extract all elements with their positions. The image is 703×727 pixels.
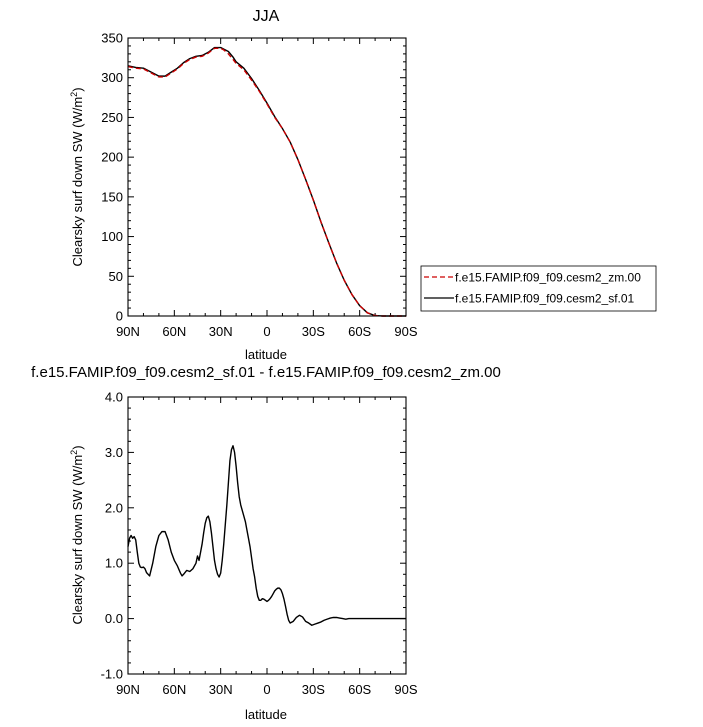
panel2-x-tick-label: 90N <box>116 682 140 697</box>
panel1-y-tick-label: 0 <box>116 309 123 324</box>
panel2-y-axis-label-main: Clearsky surf down SW (W/m <box>70 455 85 625</box>
panel1-y-tick-label: 200 <box>101 150 123 165</box>
panel2-y-axis-label: Clearsky surf down SW (W/m2) <box>69 445 85 624</box>
panel1-y-tick-label: 350 <box>101 31 123 46</box>
panel2-x-tick-label: 60S <box>348 682 371 697</box>
panel2-x-tick-label: 30S <box>302 682 325 697</box>
panel1-plot-area <box>127 37 407 317</box>
panel1-x-axis-label: latitude <box>245 347 287 362</box>
panel2-title: f.e15.FAMIP.f09_f09.cesm2_sf.01 - f.e15.… <box>31 364 501 381</box>
panel2-x-tick-label: 30N <box>209 682 233 697</box>
panel2-y-tick-label: 3.0 <box>105 445 123 460</box>
panel2-x-tick-label: 0 <box>263 682 270 697</box>
legend-label-zm00: f.e15.FAMIP.f09_f09.cesm2_zm.00 <box>455 271 641 285</box>
panel2-x-tick-labels: 90N 60N 30N 0 30S 60S 90S <box>116 682 418 697</box>
panel2-x-tick-label: 60N <box>162 682 186 697</box>
legend-label-sf01: f.e15.FAMIP.f09_f09.cesm2_sf.01 <box>455 292 635 306</box>
panel1-y-axis-label-sup: 2 <box>69 92 79 97</box>
panel1-y-axis-label-main: Clearsky surf down SW (W/m <box>70 97 85 267</box>
panel1-x-tick-label: 90N <box>116 324 140 339</box>
panel1-x-tick-label: 30N <box>209 324 233 339</box>
panel2-y-axis-label-sup: 2 <box>69 450 79 455</box>
panel1-x-tick-label: 60N <box>162 324 186 339</box>
panel2-y-axis-label-tail: ) <box>70 445 85 449</box>
panel2-series-line-0 <box>127 445 406 626</box>
panel-difference: f.e15.FAMIP.f09_f09.cesm2_sf.01 - f.e15.… <box>31 364 501 722</box>
panel-seasonal-means: JJA 90N 60N 30N 0 30S 60S 90S 0 50 100 150 200 250 3… <box>69 8 657 362</box>
panel2-x-tick-label: 90S <box>394 682 417 697</box>
panel1-series-line-1 <box>127 46 406 317</box>
legend: f.e15.FAMIP.f09_f09.cesm2_zm.00 f.e15.FA… <box>420 265 657 312</box>
panel2-y-tick-label: 1.0 <box>105 556 123 571</box>
panel1-frame <box>127 37 407 317</box>
panel2-y-tick-label: -1.0 <box>101 667 123 682</box>
panel1-series-line-0 <box>127 47 406 317</box>
panel1-y-axis-label: Clearsky surf down SW (W/m2) <box>69 87 85 266</box>
panel2-plot-area <box>127 396 407 675</box>
panel2-frame <box>127 396 407 675</box>
panel1-y-tick-label: 100 <box>101 229 123 244</box>
panel1-y-tick-label: 300 <box>101 70 123 85</box>
panel2-y-tick-labels: -1.0 0.0 1.0 2.0 3.0 4.0 <box>101 390 123 682</box>
panel2-y-tick-label: 0.0 <box>105 611 123 626</box>
panel1-y-axis-label-tail: ) <box>70 87 85 91</box>
legend-box <box>420 265 657 312</box>
panel1-x-tick-label: 60S <box>348 324 371 339</box>
panel1-y-tick-label: 150 <box>101 189 123 204</box>
panel2-y-tick-label: 2.0 <box>105 500 123 515</box>
panel2-x-axis-label: latitude <box>245 707 287 722</box>
panel1-y-tick-label: 50 <box>109 269 123 284</box>
panel1-y-tick-labels: 0 50 100 150 200 250 300 350 <box>101 31 123 324</box>
panel1-x-tick-labels: 90N 60N 30N 0 30S 60S 90S <box>116 324 418 339</box>
panel2-y-tick-label: 4.0 <box>105 390 123 405</box>
panel1-x-tick-label: 0 <box>263 324 270 339</box>
panel1-x-tick-label: 90S <box>394 324 417 339</box>
panel1-x-tick-label: 30S <box>302 324 325 339</box>
panel1-y-tick-label: 250 <box>101 110 123 125</box>
panel1-title: JJA <box>253 8 280 25</box>
